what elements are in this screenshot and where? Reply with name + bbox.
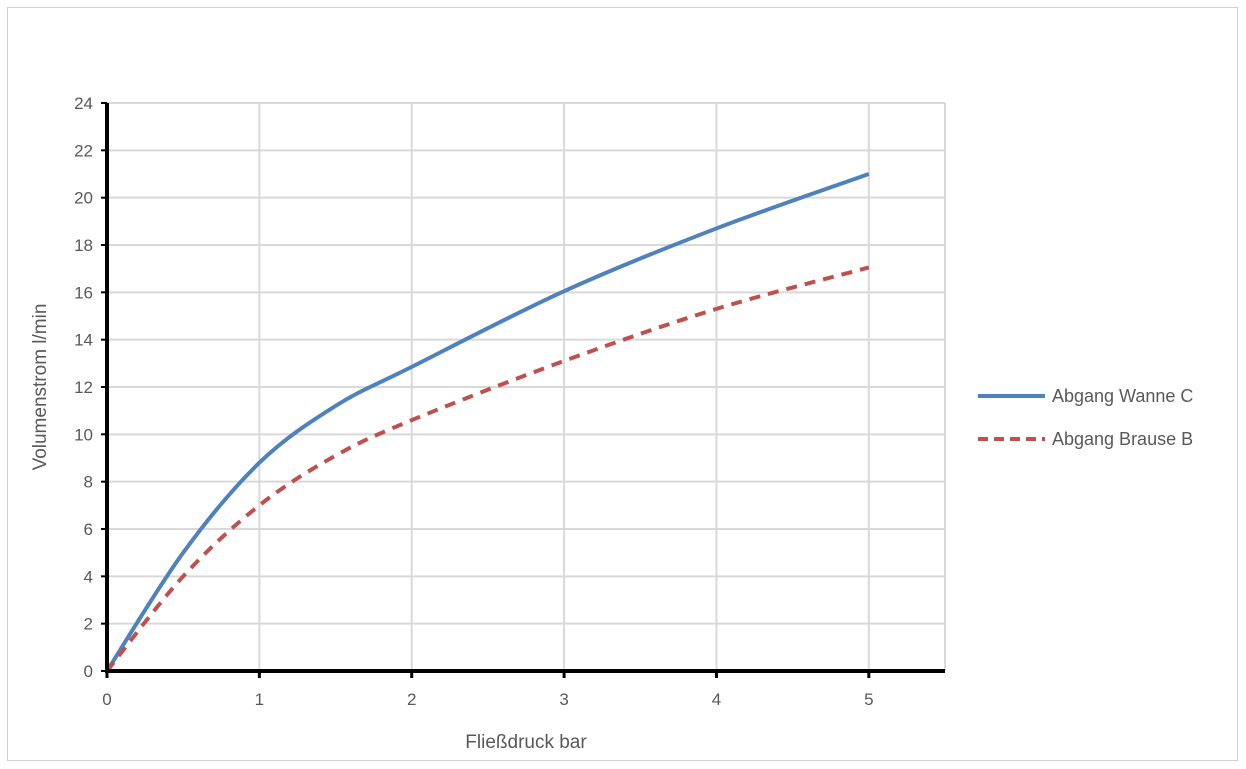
y-tick-label: 22: [74, 141, 93, 160]
y-tick-label: 16: [74, 283, 93, 302]
y-tick-label: 18: [74, 236, 93, 255]
y-tick-label: 6: [84, 520, 93, 539]
x-tick-label: 5: [864, 690, 873, 709]
x-tick-label: 3: [559, 690, 568, 709]
chart-frame: [7, 7, 1238, 761]
y-tick-label: 14: [74, 331, 93, 350]
x-tick-label: 4: [712, 690, 721, 709]
legend-label-0: Abgang Wanne C: [1052, 386, 1193, 406]
y-tick-label: 8: [84, 473, 93, 492]
y-tick-label: 12: [74, 378, 93, 397]
legend-label-1: Abgang Brause B: [1052, 429, 1193, 449]
x-axis-label: Fließdruck bar: [465, 732, 587, 753]
y-tick-label: 2: [84, 615, 93, 634]
legend: Abgang Wanne C Abgang Brause B: [978, 386, 1193, 449]
y-tick-label: 0: [84, 662, 93, 681]
x-tick-label: 0: [102, 690, 111, 709]
axes: [101, 102, 945, 678]
series-lines: [105, 172, 870, 673]
y-tick-label: 4: [84, 567, 93, 586]
gridlines: [107, 102, 946, 671]
y-tick-label: 20: [74, 189, 93, 208]
series-line-1: [105, 265, 870, 673]
x-tick-label: 2: [407, 690, 416, 709]
y-tick-label: 24: [74, 94, 93, 113]
y-tick-label: 10: [74, 425, 93, 444]
x-tick-label: 1: [255, 690, 264, 709]
series-line-0: [105, 172, 870, 673]
y-axis-label: Volumenstrom l/min: [30, 304, 51, 471]
